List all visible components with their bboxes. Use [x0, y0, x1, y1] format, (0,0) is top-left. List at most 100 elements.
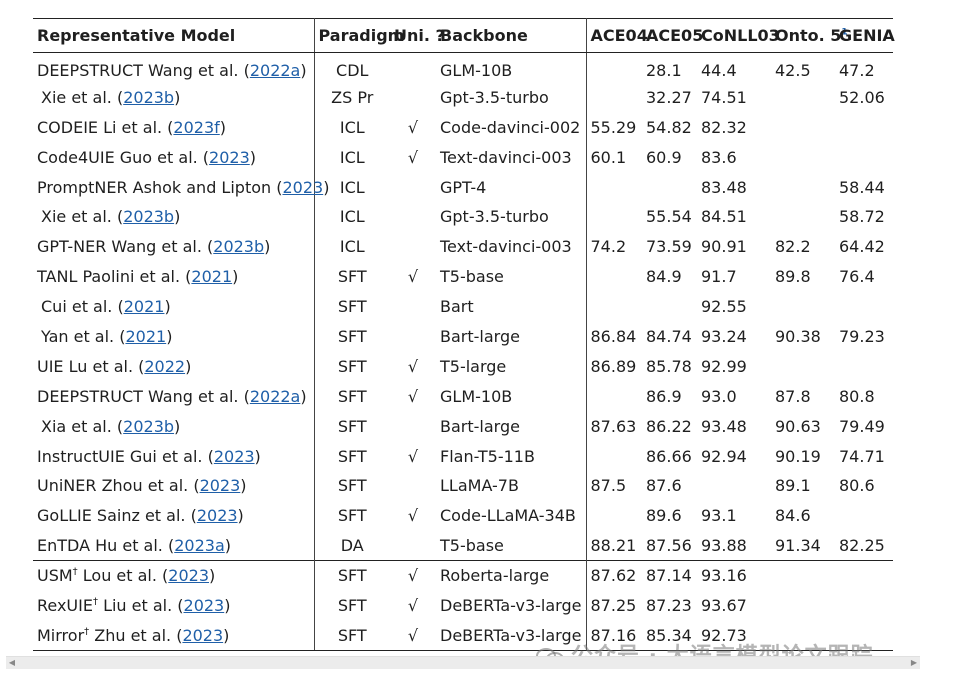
citation-link[interactable]: 2022a	[249, 61, 301, 81]
citation-link[interactable]: 2023	[182, 625, 224, 645]
cell-model: GPT-NER Wang et al. (2023b)	[33, 231, 315, 262]
cell-onto5: 42.5	[775, 61, 811, 81]
cell-ace05: 87.56	[646, 535, 692, 555]
cell-ace05	[642, 172, 697, 202]
table-row: TANL Paolini et al. (2021) SFT √ T5-base 84.…	[33, 261, 893, 292]
cell-conll03: 93.88	[701, 535, 747, 555]
cell-ace04	[586, 381, 642, 411]
table-row: DEEPSTRUCT Wang et al. (2022a) CDL GLM-10B…	[33, 52, 893, 83]
cell-uni	[390, 471, 436, 501]
cell-paradigm: SFT	[337, 416, 367, 436]
table-row: GoLLIE Sainz et al. (2023) SFT √ Code-LLaMA…	[33, 500, 893, 531]
cell-backbone: DeBERTa-v3-large	[436, 620, 587, 651]
cell-onto5	[771, 112, 835, 142]
cell-backbone: Bart-large	[436, 321, 587, 352]
citation-link[interactable]: 2023	[196, 506, 238, 526]
cell-uni	[390, 53, 436, 83]
cell-genia	[835, 142, 893, 172]
cell-backbone: Text-davinci-003	[436, 142, 587, 173]
cell-uni	[390, 411, 436, 441]
model-name: UIE Lu et al.	[37, 356, 134, 376]
cell-onto5	[771, 82, 835, 112]
table-row: Cui et al. (2021) SFT Bart 92.55	[33, 291, 893, 322]
cell-model: USM† Lou et al. (2023)	[33, 560, 315, 591]
model-name: RexUIE	[37, 595, 93, 615]
cell-conll03: 93.67	[701, 595, 747, 615]
citation-link[interactable]: 2021	[191, 267, 233, 287]
citation-link[interactable]: 2023b	[123, 416, 175, 436]
citation-link[interactable]: 2021	[125, 326, 167, 346]
cell-backbone: Flan-T5-11B	[436, 441, 587, 471]
cell-onto5: 91.34	[775, 535, 821, 555]
cell-paradigm: ICL	[339, 177, 365, 197]
cell-genia	[835, 620, 893, 651]
cell-conll03: 83.6	[701, 147, 737, 167]
cell-ace04	[586, 172, 642, 202]
cell-genia: 79.23	[839, 326, 885, 346]
cell-backbone: GPT-4	[436, 172, 587, 202]
model-name: USM	[37, 566, 73, 586]
citation-link[interactable]: 2022	[144, 356, 186, 376]
scroll-right-icon[interactable]: ▶	[910, 658, 918, 667]
cell-uni: √	[407, 267, 419, 287]
cell-conll03: 93.24	[701, 326, 747, 346]
cell-conll03: 83.48	[701, 177, 747, 197]
cell-genia: 76.4	[839, 267, 875, 287]
cell-ace05: 84.9	[646, 267, 682, 287]
cell-conll03: 44.4	[701, 61, 737, 81]
cell-onto5	[771, 591, 835, 621]
model-name: Cui et al.	[41, 297, 113, 317]
citation-link[interactable]: 2023a	[174, 535, 225, 555]
citation-link[interactable]: 2023f	[173, 117, 220, 137]
cell-ace04: 55.29	[590, 117, 637, 137]
citation-link[interactable]: 2023	[213, 446, 255, 466]
cell-paradigm: SFT	[337, 356, 367, 376]
dagger-mark: †	[92, 596, 98, 608]
model-author: Lou et al.	[82, 566, 157, 586]
cell-backbone: Bart	[436, 291, 587, 322]
citation-link[interactable]: 2023	[168, 566, 209, 586]
cell-conll03: 93.0	[701, 386, 737, 406]
citation-link[interactable]: 2023b	[213, 237, 265, 257]
citation-link[interactable]: 2023	[282, 177, 324, 197]
citation-link[interactable]: 2023	[199, 476, 241, 496]
horizontal-scrollbar[interactable]: ◀ ▶	[6, 656, 920, 669]
cell-backbone: GLM-10B	[436, 52, 587, 83]
cell-ace05: 73.59	[646, 237, 692, 257]
cell-uni	[390, 322, 436, 352]
cell-paradigm: SFT	[337, 506, 367, 526]
citation-link[interactable]: 2021	[123, 297, 165, 317]
citation-link[interactable]: 2022a	[249, 386, 301, 406]
cell-model: CODEIE Li et al. (2023f)	[33, 112, 315, 143]
cell-paradigm: DA	[340, 535, 364, 555]
model-name: CODEIE Li et al.	[37, 117, 163, 137]
cell-paradigm: SFT	[337, 446, 367, 466]
cell-conll03: 92.94	[701, 446, 747, 466]
cell-uni: √	[407, 147, 419, 167]
cell-onto5: 90.63	[775, 416, 821, 436]
cell-onto5	[771, 172, 835, 202]
cell-ace05: 28.1	[646, 61, 682, 81]
table-row: DEEPSTRUCT Wang et al. (2022a) SFT √ GLM-10…	[33, 381, 893, 412]
model-name: InstructUIE Gui et al.	[37, 446, 203, 466]
scroll-left-icon[interactable]: ◀	[8, 658, 16, 667]
cell-ace04	[586, 501, 642, 531]
table-row: Xie et al. (2023b) ZS Pr Gpt-3.5-turbo 32.2…	[33, 82, 893, 113]
cell-conll03	[697, 471, 771, 501]
cell-paradigm: SFT	[337, 326, 367, 346]
cell-paradigm: CDL	[336, 61, 369, 81]
cell-uni	[390, 82, 436, 112]
cell-model: Xia et al. (2023b)	[33, 411, 315, 442]
citation-link[interactable]: 2023	[209, 147, 250, 167]
cell-ace04	[586, 441, 642, 471]
cell-paradigm: SFT	[337, 386, 367, 406]
model-name: GoLLIE Sainz et al.	[37, 506, 186, 526]
table-row: UniNER Zhou et al. (2023) SFT LLaMA-7B 87.5…	[33, 470, 893, 501]
cell-uni: √	[407, 356, 419, 376]
citation-link[interactable]: 2023b	[123, 87, 175, 107]
model-name: Yan et al.	[41, 326, 115, 346]
cell-ace05: 86.22	[646, 416, 692, 436]
cell-ace05: 86.9	[646, 386, 682, 406]
citation-link[interactable]: 2023b	[123, 207, 175, 227]
citation-link[interactable]: 2023	[183, 595, 225, 615]
